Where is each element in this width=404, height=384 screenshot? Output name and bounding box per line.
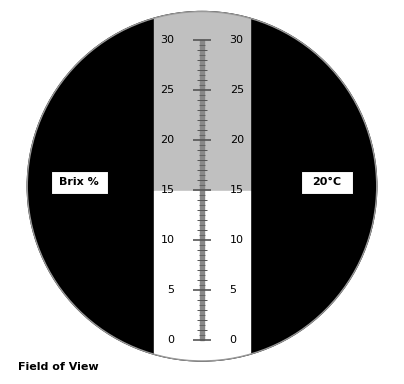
- Circle shape: [27, 12, 377, 361]
- Text: 10: 10: [229, 235, 244, 245]
- Bar: [154, 192, 250, 361]
- Bar: [200, 40, 204, 340]
- Text: 20: 20: [160, 135, 175, 145]
- FancyBboxPatch shape: [51, 171, 107, 194]
- Text: 10: 10: [160, 235, 175, 245]
- FancyBboxPatch shape: [301, 171, 353, 194]
- Text: Brix %: Brix %: [59, 177, 99, 187]
- Text: 15: 15: [229, 185, 244, 195]
- Text: 20°C: 20°C: [312, 177, 341, 187]
- Text: 15: 15: [160, 185, 175, 195]
- Text: 25: 25: [229, 85, 244, 95]
- Text: 0: 0: [167, 335, 175, 345]
- Text: 5: 5: [167, 285, 175, 295]
- Text: 30: 30: [229, 35, 244, 45]
- Text: Field of View: Field of View: [18, 362, 98, 372]
- Text: 0: 0: [229, 335, 237, 345]
- Text: 30: 30: [160, 35, 175, 45]
- Text: 20: 20: [229, 135, 244, 145]
- Text: 5: 5: [229, 285, 237, 295]
- Text: 25: 25: [160, 85, 175, 95]
- Bar: [154, 12, 250, 192]
